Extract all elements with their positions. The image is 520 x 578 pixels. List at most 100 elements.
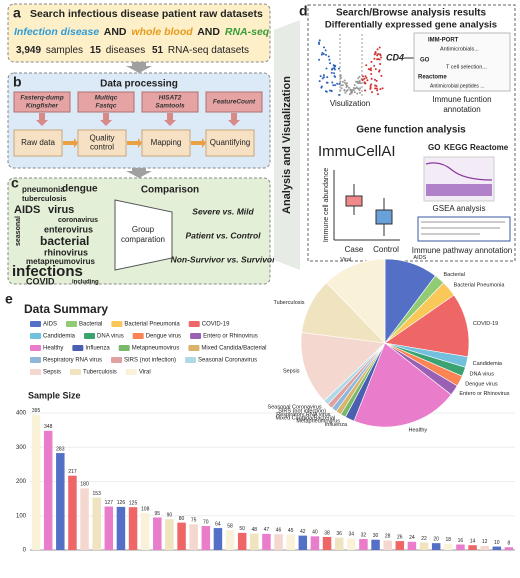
volcano-dot [356,81,359,84]
volcano-dot [320,85,323,88]
bar-value: 180 [80,482,89,488]
bar-value: 10 [494,540,500,546]
legend-label: Tuberculosis [83,370,117,376]
bar-value: 16 [458,538,464,544]
volcano-dot [376,93,379,96]
tool-box [141,91,199,113]
legend-swatch [111,357,123,363]
volcano-dot [363,77,366,80]
arrow [127,138,142,148]
y-tick-label: 400 [16,411,27,417]
bar [431,543,441,550]
volcano-dot [329,62,332,65]
tool-name: Fastqc [96,103,117,110]
volcano-dot [369,84,372,87]
volcano-dot [325,67,328,70]
database: Reactome [470,143,509,152]
bar-value: 348 [44,424,53,430]
tool-box [13,91,71,113]
tool-box [77,91,135,113]
bar [213,528,223,550]
legend-swatch [111,321,123,327]
panel-d-title: Search/Browse analysis results [336,8,487,19]
bar [31,414,41,550]
slice-label: COVID-19 [473,321,498,327]
volcano-dot [365,76,368,79]
bar [371,539,380,550]
volcano-dot [362,75,365,78]
query-line: Infection disease AND whole blood AND RN… [14,26,270,38]
legend-swatch [125,369,137,375]
slice-label: Mixed Candida/Bacterial [275,415,335,421]
cloud-word: seasonal [15,216,22,246]
volcano-dot [355,86,358,89]
bar [92,497,101,550]
bar-value: 58 [227,523,233,529]
volcano-dot [325,81,328,84]
bar-value: 32 [361,532,367,538]
bar [250,533,259,550]
volcano-dot [380,56,383,59]
function-title: Gene function analysis [356,125,466,136]
legend-swatch [132,333,144,339]
volcano-dot [358,91,361,94]
group-label: comparation [121,235,165,244]
pie-slice [384,294,470,358]
legend-swatch [30,345,41,351]
database: GO [428,143,440,152]
volcano-dot [364,89,367,92]
comparison: Non-Survivor vs. Survivor [171,254,277,264]
bar [56,453,65,550]
arrow [164,113,176,126]
cloud-word: bacterial [40,234,89,248]
stats-line: 3,949 samples 15 diseases 51 RNA-seq dat… [16,45,249,56]
volcano-dot [332,84,335,87]
volcano-dot [378,46,381,49]
volcano-dot [325,53,328,56]
flow-arrow [126,62,152,73]
database: KEGG [444,143,468,152]
bar-value: 217 [68,469,77,475]
cloud-word: metapneumovirus [26,257,95,266]
y-tick-label: 200 [16,479,27,485]
legend-swatch [84,333,96,339]
step-box [205,129,255,157]
volcano-dot [341,84,344,87]
pathway-box [417,216,511,242]
pie-slice [326,258,386,344]
bar [201,526,211,550]
slice-label: Tuberculosis [274,300,305,306]
volcano-dot [358,75,361,78]
pie-slice [353,342,452,428]
volcano-dot [339,89,342,92]
network-box [413,32,511,92]
arrow [63,138,78,148]
bar [492,546,502,550]
volcano-dot [379,63,382,66]
volcano-dot [330,71,333,74]
legend-label: AIDS [43,322,57,328]
panel-label: b [13,74,22,90]
bar-value: 40 [312,530,318,536]
slice-label: Influenza [325,422,348,428]
legend-swatch [185,357,197,363]
volcano-dot [339,74,342,77]
bar [274,534,283,550]
bar [43,430,53,550]
bar [189,524,198,550]
tool-name: HISAT2 [159,95,182,102]
bar [153,517,162,550]
bar-value: 20 [433,536,439,542]
bar-value: 8 [508,541,511,547]
volcano-dot [336,82,339,85]
volcano-dot [363,81,366,84]
bar-value: 125 [129,501,138,507]
cloud-word: coronavirus [58,217,98,224]
volcano-dot [326,76,329,79]
volcano-dot [328,58,331,61]
summary-title: Data Summary [24,302,108,316]
bar [359,539,368,550]
panel-label: a [13,5,21,21]
